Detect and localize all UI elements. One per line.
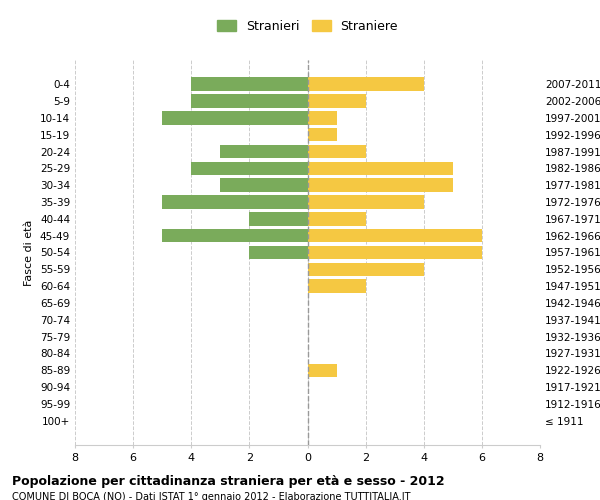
Bar <box>191 78 308 91</box>
Legend: Stranieri, Straniere: Stranieri, Straniere <box>213 16 402 36</box>
Bar <box>162 111 308 124</box>
Y-axis label: Fasce di età: Fasce di età <box>25 220 34 286</box>
Bar <box>308 280 365 293</box>
Bar <box>250 246 308 259</box>
Bar <box>220 145 308 158</box>
Bar <box>308 94 365 108</box>
Bar <box>308 111 337 124</box>
Bar <box>308 229 482 242</box>
Bar <box>220 178 308 192</box>
Bar <box>308 162 453 175</box>
Bar <box>308 128 337 141</box>
Bar <box>162 196 308 209</box>
Bar <box>308 145 365 158</box>
Bar <box>308 262 424 276</box>
Text: Popolazione per cittadinanza straniera per età e sesso - 2012: Popolazione per cittadinanza straniera p… <box>12 475 445 488</box>
Bar <box>308 178 453 192</box>
Bar <box>308 246 482 259</box>
Bar <box>308 364 337 377</box>
Bar <box>250 212 308 226</box>
Bar <box>308 196 424 209</box>
Text: COMUNE DI BOCA (NO) - Dati ISTAT 1° gennaio 2012 - Elaborazione TUTTITALIA.IT: COMUNE DI BOCA (NO) - Dati ISTAT 1° genn… <box>12 492 410 500</box>
Bar <box>308 78 424 91</box>
Bar <box>191 94 308 108</box>
Bar <box>191 162 308 175</box>
Bar <box>162 229 308 242</box>
Bar <box>308 212 365 226</box>
